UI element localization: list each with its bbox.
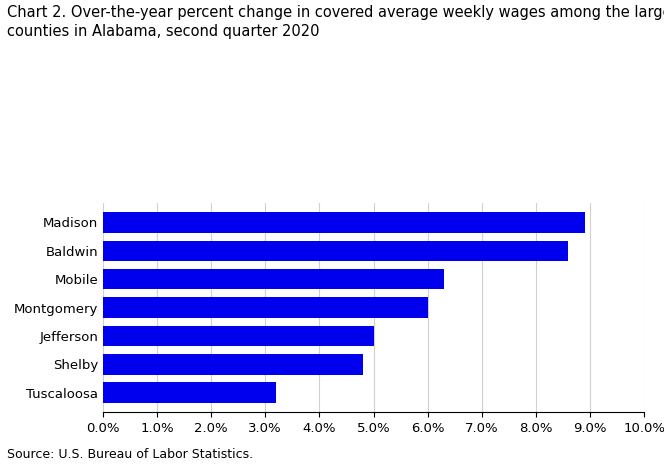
Bar xyxy=(103,212,584,233)
Bar xyxy=(103,326,373,346)
Bar xyxy=(103,354,363,375)
Bar xyxy=(103,240,568,261)
Text: Chart 2. Over-the-year percent change in covered average weekly wages among the : Chart 2. Over-the-year percent change in… xyxy=(7,5,664,40)
Bar xyxy=(103,297,428,318)
Text: Source: U.S. Bureau of Labor Statistics.: Source: U.S. Bureau of Labor Statistics. xyxy=(7,448,253,461)
Bar xyxy=(103,383,276,403)
Bar xyxy=(103,269,444,289)
